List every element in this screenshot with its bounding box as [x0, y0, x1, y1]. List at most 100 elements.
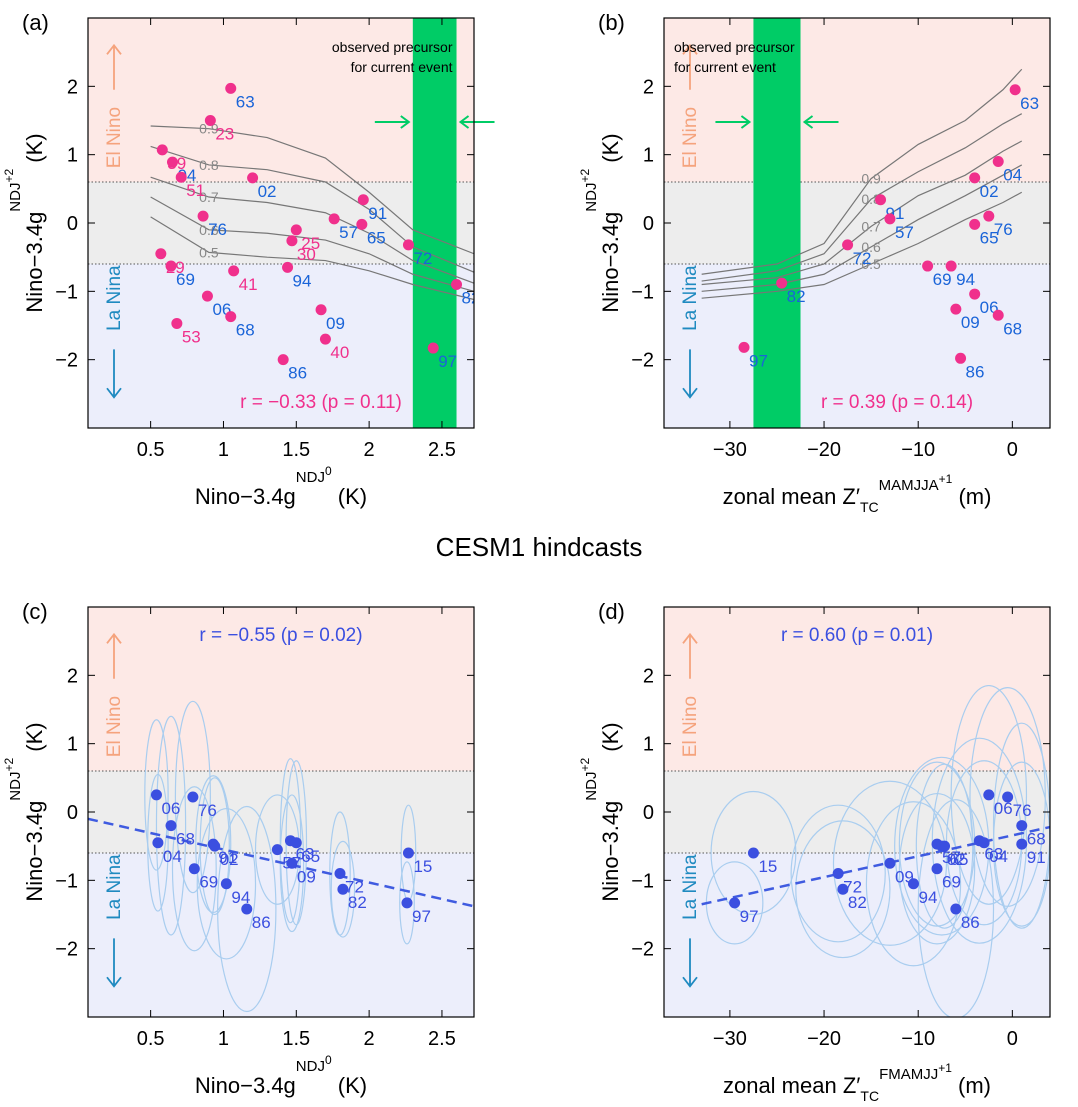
uncertainty-ellipse — [931, 737, 1028, 944]
y-tick-label: 2 — [67, 76, 78, 98]
point-label: 97 — [749, 351, 768, 370]
point-label: 06 — [994, 799, 1013, 818]
data-point — [983, 210, 995, 222]
data-point — [282, 261, 294, 273]
data-point — [150, 789, 162, 801]
point-label: 97 — [412, 907, 431, 926]
axis-title-unit: (m) — [952, 484, 991, 509]
data-point — [969, 218, 981, 230]
data-point — [950, 303, 962, 315]
el-nino-region — [664, 607, 1050, 771]
y-axis-title: Nino−3.4gNDJ+2 (K) — [578, 133, 623, 312]
band-note: for current event — [674, 59, 776, 75]
point-label: 69 — [933, 270, 952, 289]
data-point — [152, 837, 164, 849]
axis-title-part: zonal mean Z′ — [723, 1073, 860, 1098]
x-tick-label: 1 — [218, 439, 229, 461]
data-point — [155, 248, 167, 260]
data-point — [729, 897, 741, 909]
uncertainty-ellipse — [790, 804, 886, 943]
uncertainty-ellipse — [832, 780, 948, 946]
axis-title-part: +2 — [2, 169, 16, 183]
contour-label: 0.5 — [861, 256, 881, 272]
axis-title-part: +2 — [578, 169, 592, 183]
la-nina-region — [664, 264, 1050, 428]
data-point — [328, 213, 340, 225]
point-label: 86 — [288, 364, 307, 383]
x-axis-title: Nino−3.4gNDJ0 (K) — [195, 464, 367, 509]
el-nino-arrow — [682, 43, 698, 90]
data-point — [277, 354, 289, 366]
axis-title-part: TC — [860, 499, 879, 515]
data-point — [290, 224, 302, 236]
y-tick-label: 1 — [67, 734, 78, 756]
la-nina-label: La Nina — [104, 854, 125, 920]
axis-title-part: Nino−3.4g — [22, 212, 47, 313]
data-point — [319, 333, 331, 345]
data-point — [209, 840, 221, 852]
contour-label: 0.6 — [861, 239, 881, 255]
point-label: 25 — [301, 234, 320, 253]
data-point — [204, 115, 216, 126]
data-point — [165, 820, 177, 832]
point-label: 09 — [297, 867, 316, 886]
la-nina-arrow — [682, 938, 698, 988]
y-tick-label: 1 — [643, 734, 654, 756]
axis-title-part: Nino−3.4g — [195, 484, 296, 509]
data-point — [451, 279, 463, 290]
el-nino-label: El Nino — [104, 696, 125, 757]
point-label: 04 — [163, 847, 182, 866]
y-tick-label: −1 — [631, 281, 654, 303]
x-tick-label: 1.5 — [282, 439, 310, 461]
axis-title-part: Nino−3.4g — [195, 1073, 296, 1098]
probability-contour — [701, 191, 1023, 299]
axis-title-unit: (K) — [332, 484, 367, 509]
axis-title-part: +1 — [938, 1061, 952, 1075]
point-label: 76 — [994, 220, 1013, 239]
axis-title-part: +2 — [578, 758, 592, 772]
point-label: 82 — [848, 893, 867, 912]
band-arrow-head — [458, 115, 470, 129]
panel-label: (c) — [22, 599, 48, 624]
point-label: 94 — [918, 888, 937, 907]
data-point — [955, 352, 967, 364]
point-label: 09 — [961, 313, 980, 332]
data-point — [271, 844, 283, 856]
axis-title-unit: (K) — [598, 722, 623, 757]
data-point — [738, 341, 750, 353]
contour-label: 0.8 — [861, 191, 881, 207]
data-point — [1016, 820, 1028, 832]
x-tick-label: −20 — [807, 439, 841, 461]
correlation-stat: r = −0.55 (p = 0.02) — [199, 625, 362, 646]
panel-label: (b) — [598, 10, 625, 35]
axis-title-part: 0 — [325, 464, 332, 478]
y-tick-label: 1 — [67, 145, 78, 167]
contour-label: 0.5 — [199, 244, 219, 260]
point-label: 94 — [231, 888, 250, 907]
point-label: 68 — [176, 830, 195, 849]
point-label: 65 — [950, 850, 969, 869]
data-point — [228, 265, 240, 277]
data-point — [188, 863, 200, 875]
data-point — [1016, 838, 1028, 850]
contour-label: 0.8 — [199, 157, 219, 173]
la-nina-region — [88, 264, 474, 428]
axis-title-unit: (m) — [952, 1073, 991, 1098]
axis-title-part: +1 — [939, 472, 953, 486]
uncertainty-ellipse — [894, 756, 990, 936]
el-nino-label: El Nino — [680, 696, 701, 757]
point-label: 76 — [208, 220, 227, 239]
point-label: 97 — [740, 907, 759, 926]
data-point — [356, 218, 368, 230]
x-axis-title: zonal mean Z′TCMAMJJA+1 (m) — [723, 472, 992, 515]
point-label: 41 — [239, 275, 258, 294]
axis-title-part: zonal mean Z′ — [723, 484, 860, 509]
x-axis-title: Nino−3.4gNDJ0 (K) — [195, 1053, 367, 1098]
data-point — [1009, 84, 1021, 96]
y-tick-label: 0 — [643, 213, 654, 235]
x-tick-label: 1.5 — [282, 1028, 310, 1050]
point-label: 63 — [1020, 94, 1039, 113]
probability-contour — [701, 68, 1023, 275]
